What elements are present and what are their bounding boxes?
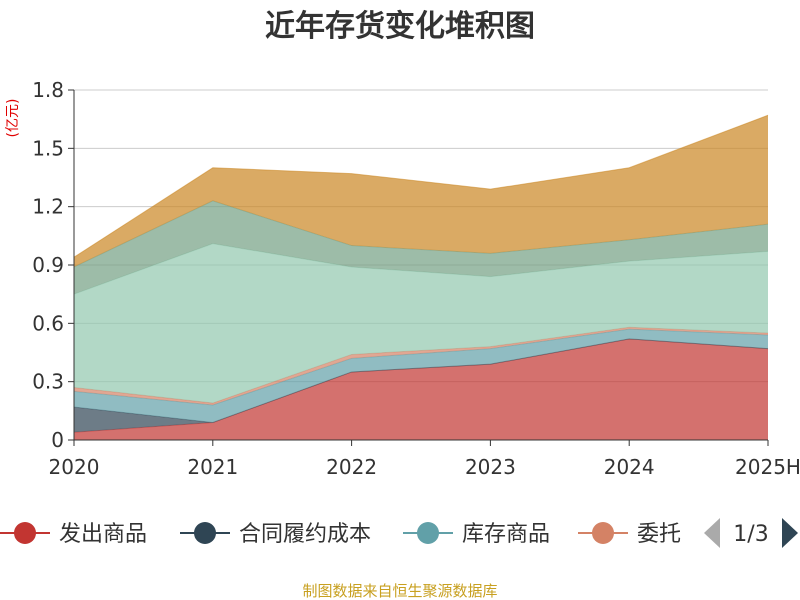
area-series-5[interactable] [74, 200, 768, 295]
legend-next-page-icon[interactable] [782, 518, 798, 548]
area-series-6[interactable] [74, 115, 768, 267]
legend-label: 委托 [637, 522, 681, 547]
legend-label: 发出商品 [59, 522, 147, 547]
y-tick-label: 0.6 [32, 311, 64, 335]
legend-item-0[interactable]: 发出商品 [0, 522, 147, 547]
area-series-3[interactable] [74, 327, 768, 405]
area-series-line-6 [73, 114, 769, 258]
legend-circle-icon [14, 522, 36, 544]
y-tick-label: 1.2 [32, 195, 64, 219]
legend-circle-icon [592, 522, 614, 544]
x-tick-label: 2025H [735, 455, 800, 479]
x-tick-label: 2024 [604, 455, 655, 479]
axis-layer: 0 0.3 0.6 0.9 1.2 1.5 1.8 2020 2021 2022 2023 2024 2… [32, 78, 800, 479]
x-tick-label: 2021 [187, 455, 238, 479]
legend-item-1[interactable]: 合同履约成本 [180, 522, 371, 547]
area-layer [73, 114, 769, 440]
legend-prev-page-icon[interactable] [704, 518, 720, 548]
area-series-4[interactable] [74, 243, 768, 404]
legend-label: 库存商品 [462, 522, 550, 547]
legend-item-2[interactable]: 库存商品 [403, 522, 550, 547]
legend: 发出商品 合同履约成本 库存商品 委托 1/3 [0, 518, 798, 548]
y-axis-unit-label: (亿元) [5, 99, 21, 138]
legend-circle-icon [194, 522, 216, 544]
chart-title: 近年存货变化堆积图 [265, 9, 535, 44]
area-series-2[interactable] [74, 329, 768, 423]
source-note: 制图数据来自恒生聚源数据库 [302, 582, 497, 600]
y-tick-label: 1.8 [32, 78, 64, 102]
x-tick-label: 2022 [326, 455, 377, 479]
x-tick-label: 2023 [465, 455, 516, 479]
y-tick-label: 0.3 [32, 370, 64, 394]
legend-circle-icon [417, 522, 439, 544]
area-series-1[interactable] [74, 338, 768, 433]
legend-item-3[interactable]: 委托 [578, 522, 681, 547]
y-tick-label: 0.9 [32, 253, 64, 277]
legend-label: 合同履约成本 [239, 522, 371, 547]
legend-page-indicator: 1/3 [733, 522, 768, 547]
x-tick-label: 2020 [49, 455, 100, 479]
area-series-0[interactable] [74, 338, 768, 440]
y-tick-label: 1.5 [32, 136, 64, 160]
y-tick-label: 0 [51, 428, 64, 452]
